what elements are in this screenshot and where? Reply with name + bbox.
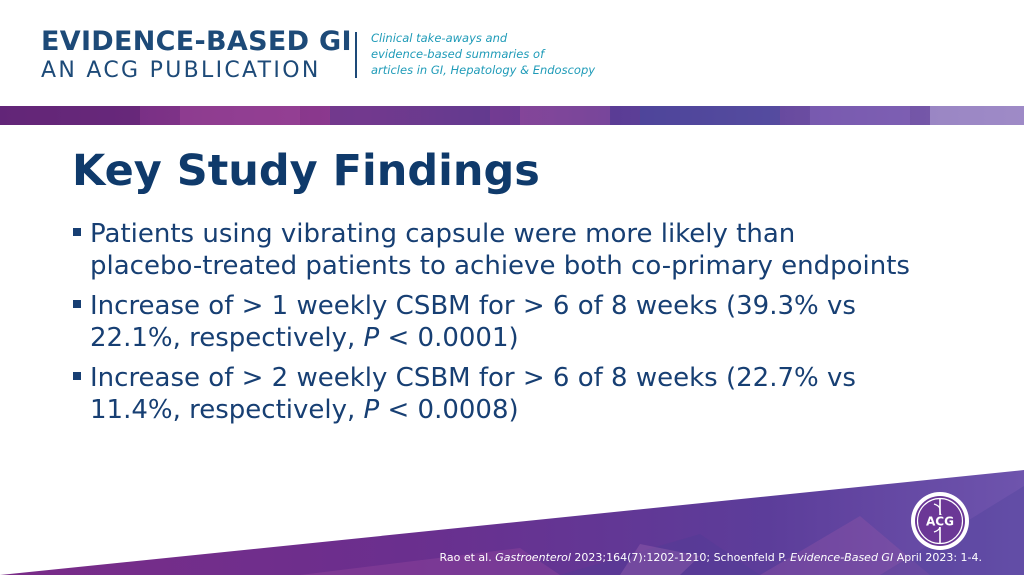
tagline-line: evidence-based summaries of <box>371 47 545 61</box>
citation: Rao et al. Gastroenterol 2023;164(7):120… <box>439 551 982 564</box>
square-bullet-icon <box>73 228 81 236</box>
finding-text: Increase of > 2 weekly CSBM for > 6 of 8… <box>90 363 856 425</box>
tagline-line: Clinical take-aways and <box>371 31 508 45</box>
brand-divider <box>355 32 357 78</box>
finding-item: Patients using vibrating capsule were mo… <box>72 218 912 282</box>
citation-text: April 2023: 1-4. <box>893 551 982 564</box>
finding-item: Increase of > 2 weekly CSBM for > 6 of 8… <box>72 362 912 426</box>
citation-text: 2023;164(7):1202-1210; Schoenfeld P. <box>570 551 791 564</box>
p-value-symbol: P <box>363 323 380 353</box>
finding-item: Increase of > 1 weekly CSBM for > 6 of 8… <box>72 290 912 354</box>
band-art <box>0 106 1024 125</box>
header: EVIDENCE-BASED GI AN ACG PUBLICATION Cli… <box>0 0 1024 106</box>
p-value-symbol: P <box>363 395 380 425</box>
finding-text: < 0.0001) <box>379 323 519 353</box>
acg-caduceus-logo-icon: ACG <box>909 490 971 552</box>
square-bullet-icon <box>73 372 81 380</box>
brand-subtitle: AN ACG PUBLICATION <box>41 58 321 83</box>
finding-text: Increase of > 1 weekly CSBM for > 6 of 8… <box>90 291 856 353</box>
logo-text: ACG <box>926 515 954 529</box>
finding-text: < 0.0008) <box>379 395 519 425</box>
citation-journal: Gastroenterol <box>495 551 571 564</box>
citation-journal: Evidence-Based GI <box>790 551 894 564</box>
brand-title: EVIDENCE-BASED GI <box>41 26 352 57</box>
slide-title: Key Study Findings <box>72 146 540 196</box>
tagline-line: articles in GI, Hepatology & Endoscopy <box>371 63 596 77</box>
square-bullet-icon <box>73 300 81 308</box>
citation-text: Rao et al. <box>439 551 496 564</box>
findings-list: Patients using vibrating capsule were mo… <box>72 218 912 434</box>
brand-tagline: Clinical take-aways and evidence-based s… <box>371 30 651 78</box>
decorative-band <box>0 106 1024 125</box>
finding-text: Patients using vibrating capsule were mo… <box>90 219 910 281</box>
